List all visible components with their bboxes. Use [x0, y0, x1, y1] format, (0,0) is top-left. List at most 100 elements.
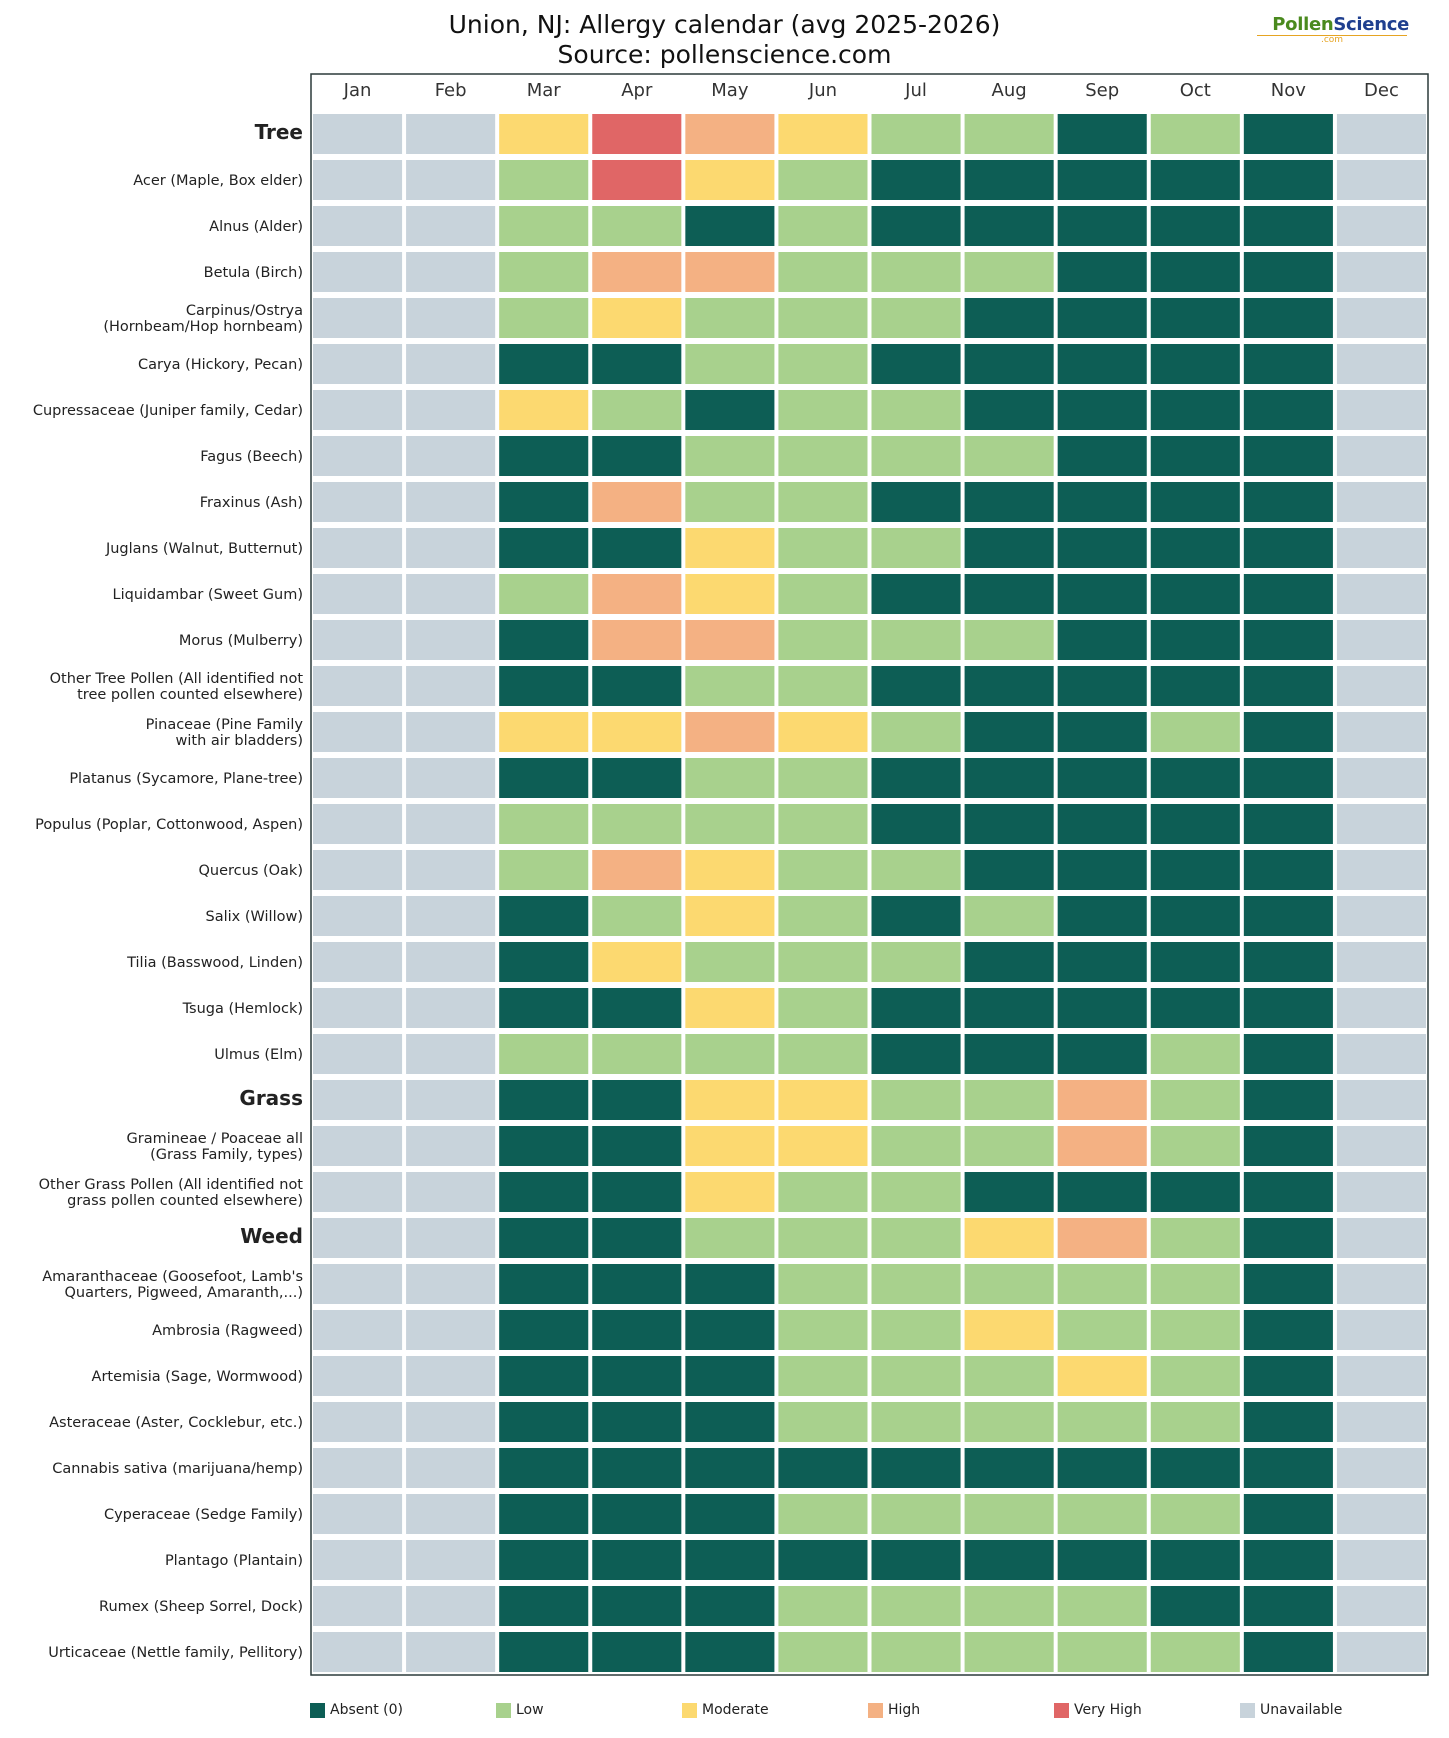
- heatmap-cell: [778, 1632, 868, 1672]
- pollenscience-logo[interactable]: PollenScience .com: [1257, 14, 1409, 45]
- heatmap-cell: [406, 1172, 496, 1212]
- heatmap-cell: [778, 1080, 868, 1120]
- heatmap-cell: [1243, 1218, 1333, 1258]
- heatmap-cell: [964, 1310, 1054, 1350]
- heatmap-cell: [499, 1126, 589, 1166]
- heatmap-cell: [964, 1586, 1054, 1626]
- heatmap-cell: [1336, 114, 1426, 154]
- heatmap-cell: [592, 482, 682, 522]
- heatmap-cell: [1243, 1264, 1333, 1304]
- heatmap-cell: [1057, 712, 1147, 752]
- heatmap-cell: [1150, 988, 1240, 1028]
- heatmap-cell: [871, 1402, 961, 1442]
- heatmap-cell: [406, 1264, 496, 1304]
- legend-swatch-high: [868, 1702, 883, 1718]
- heatmap-cell: [778, 1310, 868, 1350]
- heatmap-cell: [592, 988, 682, 1028]
- group-label: Grass: [239, 1086, 303, 1110]
- heatmap-cell: [778, 574, 868, 614]
- heatmap-cell: [778, 390, 868, 430]
- heatmap-cell: [685, 206, 775, 246]
- heatmap-cell: [592, 1494, 682, 1534]
- heatmap-cell: [499, 850, 589, 890]
- heatmap-cell: [1150, 1126, 1240, 1166]
- heatmap-cell: [1243, 1126, 1333, 1166]
- legend-swatch-unavailable: [1240, 1702, 1255, 1718]
- heatmap-cell: [592, 1310, 682, 1350]
- heatmap-cell: [1336, 896, 1426, 936]
- heatmap-cell: [1336, 1218, 1426, 1258]
- heatmap-cell: [778, 1172, 868, 1212]
- heatmap-cell: [1150, 1172, 1240, 1212]
- heatmap-cell: [1150, 1356, 1240, 1396]
- heatmap-cell: [1057, 160, 1147, 200]
- month-label-oct: Oct: [1180, 80, 1211, 101]
- heatmap-cell: [964, 344, 1054, 384]
- heatmap-cell: [592, 436, 682, 476]
- heatmap-cell: [1243, 1310, 1333, 1350]
- legend-absent: Absent (0): [310, 1700, 403, 1720]
- heatmap-cell: [1150, 1540, 1240, 1580]
- heatmap-cell: [313, 988, 403, 1028]
- heatmap-cell: [871, 988, 961, 1028]
- heatmap-cell: [964, 436, 1054, 476]
- heatmap-cell: [313, 1540, 403, 1580]
- row-label: Gramineae / Poaceae all: [127, 1131, 304, 1147]
- heatmap-cell: [778, 1402, 868, 1442]
- heatmap-cell: [685, 344, 775, 384]
- heatmap-cell: [685, 252, 775, 292]
- heatmap-cell: [406, 528, 496, 568]
- heatmap-cell: [871, 942, 961, 982]
- heatmap-cell: [1336, 1448, 1426, 1488]
- heatmap-cell: [778, 850, 868, 890]
- heatmap-cell: [406, 252, 496, 292]
- heatmap-cell: [406, 114, 496, 154]
- heatmap-cell: [313, 574, 403, 614]
- heatmap-cell: [406, 896, 496, 936]
- heatmap-cell: [871, 114, 961, 154]
- heatmap-cell: [871, 1586, 961, 1626]
- heatmap-cell: [499, 1310, 589, 1350]
- heatmap-cell: [406, 758, 496, 798]
- heatmap-cell: [778, 344, 868, 384]
- heatmap-cell: [964, 1402, 1054, 1442]
- heatmap-cell: [499, 298, 589, 338]
- heatmap-cell: [1243, 1356, 1333, 1396]
- heatmap-cell: [1243, 436, 1333, 476]
- heatmap-cell: [592, 528, 682, 568]
- heatmap-cell: [406, 206, 496, 246]
- row-label: Betula (Birch): [204, 265, 303, 281]
- heatmap-cell: [964, 574, 1054, 614]
- heatmap-cell: [1243, 160, 1333, 200]
- row-label: Other Grass Pollen (All identified not: [39, 1177, 304, 1193]
- heatmap-cell: [1243, 804, 1333, 844]
- heatmap-cell: [1336, 988, 1426, 1028]
- heatmap-cell: [685, 1218, 775, 1258]
- heatmap-cell: [592, 390, 682, 430]
- heatmap-cell: [313, 896, 403, 936]
- heatmap-cell: [313, 712, 403, 752]
- heatmap-cell: [871, 712, 961, 752]
- heatmap-cell: [1336, 1494, 1426, 1534]
- heatmap-cell: [685, 850, 775, 890]
- heatmap-cell: [778, 804, 868, 844]
- heatmap-cell: [313, 666, 403, 706]
- heatmap-cell: [1243, 712, 1333, 752]
- heatmap-cell: [964, 1540, 1054, 1580]
- month-label-jan: Jan: [343, 80, 372, 101]
- heatmap-cell: [313, 1034, 403, 1074]
- heatmap-cell: [871, 252, 961, 292]
- heatmap-cell: [964, 298, 1054, 338]
- heatmap-cell: [1057, 804, 1147, 844]
- heatmap-cell: [871, 1218, 961, 1258]
- heatmap-cell: [592, 850, 682, 890]
- heatmap-cell: [406, 1310, 496, 1350]
- heatmap-cell: [592, 160, 682, 200]
- legend-label-moderate: Moderate: [702, 1702, 769, 1718]
- heatmap-cell: [1057, 1264, 1147, 1304]
- heatmap-cell: [685, 160, 775, 200]
- heatmap-cell: [1336, 160, 1426, 200]
- heatmap-cell: [1336, 850, 1426, 890]
- heatmap-cell: [1336, 758, 1426, 798]
- heatmap-cell: [1243, 1080, 1333, 1120]
